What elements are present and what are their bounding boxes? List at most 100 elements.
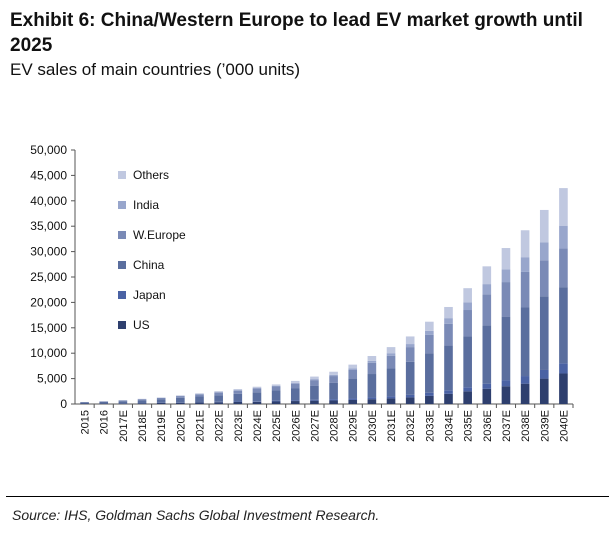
- bar-segment: [482, 284, 492, 295]
- bar-segment: [501, 269, 511, 283]
- x-tick-label: 2028E: [329, 410, 341, 442]
- bar-segment: [539, 296, 549, 370]
- bar-segment: [463, 310, 472, 337]
- bar-segment: [271, 385, 281, 387]
- bar-segment: [501, 386, 511, 404]
- bar-segment: [329, 399, 338, 401]
- bar-segment: [559, 287, 568, 364]
- bar-segment: [539, 209, 549, 243]
- bar-segment: [367, 397, 377, 400]
- bar-segment: [329, 376, 338, 383]
- legend-swatch: [118, 291, 126, 299]
- bar-segment: [425, 321, 434, 331]
- x-tick-label: 2019E: [156, 410, 168, 442]
- bar-segment: [156, 402, 166, 404]
- bar-segment: [405, 336, 415, 345]
- bar-segment: [233, 393, 243, 402]
- bar-segment: [444, 323, 453, 346]
- x-tick-label: 2038E: [520, 410, 532, 442]
- bar-segment: [520, 307, 530, 377]
- bar-segment: [290, 382, 300, 384]
- bar-segment: [176, 395, 185, 396]
- x-tick-label: 2034E: [444, 410, 456, 442]
- bar-segment: [367, 374, 377, 398]
- bar-segment: [271, 390, 281, 401]
- bar-segment: [329, 382, 338, 400]
- x-tick-label: 2026E: [290, 410, 302, 442]
- bar-segment: [386, 396, 396, 399]
- bar-segment: [99, 401, 109, 404]
- bar-segment: [271, 384, 281, 386]
- bar-segment: [405, 347, 415, 362]
- chart-subtitle: EV sales of main countries (’000 units): [10, 60, 301, 79]
- bar-segment: [137, 403, 147, 404]
- bar-segment: [348, 398, 358, 400]
- bar-segment: [520, 383, 530, 404]
- bar-segment: [559, 363, 568, 374]
- legend-label: W.Europe: [133, 228, 186, 242]
- bar-segment: [539, 378, 549, 404]
- bar-segment: [463, 302, 472, 311]
- bar-segment: [405, 344, 415, 348]
- bar-segment: [559, 373, 568, 404]
- bar-segment: [195, 393, 204, 395]
- y-tick-label: 15,000: [30, 321, 67, 335]
- y-tick-label: 50,000: [30, 143, 67, 157]
- bar-segment: [329, 400, 338, 404]
- source-note: Source: IHS, Goldman Sachs Global Invest…: [12, 507, 380, 523]
- bar-segment: [501, 380, 511, 387]
- bar-segment: [386, 368, 396, 397]
- bar-segment: [539, 260, 549, 297]
- chart-title: Exhibit 6: China/Western Europe to lead …: [10, 10, 583, 56]
- bar-segment: [425, 395, 434, 404]
- bar-segment: [252, 388, 262, 393]
- bar-segment: [310, 399, 319, 401]
- footer-divider: [6, 496, 609, 497]
- bar-segment: [463, 387, 472, 392]
- x-tick-label: 2032E: [405, 410, 417, 442]
- bar-segment: [290, 380, 300, 383]
- bar-segment: [520, 271, 530, 308]
- bar-segment: [329, 374, 338, 377]
- x-tick-label: 2035E: [463, 410, 475, 442]
- bar-segment: [99, 401, 109, 402]
- bar-segment: [290, 383, 300, 389]
- x-tick-label: 2040E: [558, 410, 570, 442]
- x-tick-label: 2037E: [501, 410, 513, 442]
- legend-label: India: [133, 198, 159, 212]
- bar-segment: [444, 306, 453, 319]
- bar-segment: [444, 318, 453, 324]
- bar-segment: [405, 361, 415, 395]
- bar-segment: [463, 336, 472, 388]
- bar-segment: [425, 353, 434, 393]
- bar-segment: [118, 403, 128, 404]
- bar-segment: [348, 378, 358, 399]
- bar-segment: [271, 401, 281, 404]
- bar-segment: [195, 394, 204, 397]
- y-tick-label: 25,000: [30, 270, 67, 284]
- bar-segment: [520, 376, 530, 384]
- bar-segment: [386, 355, 396, 369]
- x-tick-label: 2018E: [137, 410, 149, 442]
- bar-segment: [271, 400, 281, 402]
- bar-segment: [348, 368, 358, 370]
- bar-segment: [444, 393, 453, 404]
- x-tick-label: 2030E: [367, 410, 379, 442]
- legend-swatch: [118, 171, 126, 179]
- bar-segment: [539, 369, 549, 379]
- bar-segment: [348, 369, 358, 379]
- bar-segment: [156, 399, 166, 403]
- x-tick-label: 2021E: [195, 410, 207, 442]
- x-tick-label: 2033E: [424, 410, 436, 442]
- bar-segment: [118, 400, 128, 402]
- bar-segment: [425, 392, 434, 396]
- x-tick-label: 2039E: [539, 410, 551, 442]
- bar-segment: [176, 397, 185, 403]
- bar-segment: [233, 390, 243, 394]
- stacked-bar-chart: 0 5,000 10,000 15,000 20,000 25,000 30,000 35,0…: [30, 143, 574, 442]
- bar-segment: [559, 225, 568, 249]
- bar-segment: [367, 399, 377, 404]
- bar-segment: [539, 242, 549, 261]
- legend-swatch: [118, 231, 126, 239]
- bar-segment: [214, 402, 223, 404]
